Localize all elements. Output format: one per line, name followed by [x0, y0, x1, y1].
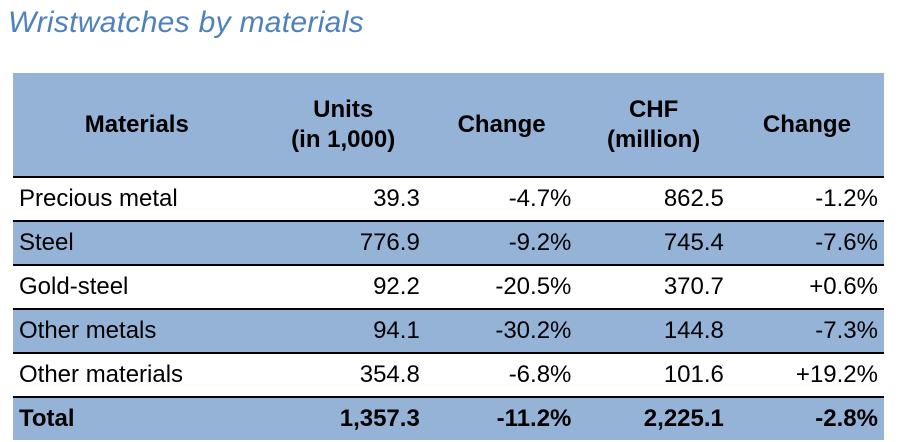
table-row-other-metals: Other metals 94.1 -30.2% 144.8 -7.3% — [13, 309, 884, 354]
cell-material: Other materials — [13, 353, 261, 398]
cell-units: 94.1 — [260, 309, 426, 354]
cell-material: Total — [13, 397, 261, 440]
cell-units: 92.2 — [260, 265, 426, 310]
header-chf-change: Change — [729, 73, 884, 178]
cell-material: Other metals — [13, 309, 261, 354]
header-row: Materials Units (in 1,000) Change CHF (m… — [13, 73, 884, 178]
header-materials: Materials — [13, 73, 261, 178]
cell-material: Precious metal — [13, 177, 261, 222]
cell-units-change: -9.2% — [425, 221, 578, 266]
cell-units-change: -20.5% — [425, 265, 578, 310]
cell-chf: 101.6 — [577, 353, 730, 398]
materials-table: Materials Units (in 1,000) Change CHF (m… — [13, 73, 884, 440]
table-row-other-materials: Other materials 354.8 -6.8% 101.6 +19.2% — [13, 353, 884, 398]
cell-units-change: -4.7% — [425, 177, 578, 222]
header-chf-line-2: (million) — [606, 125, 701, 153]
cell-units: 1,357.3 — [260, 397, 426, 440]
cell-chf-change: -7.6% — [729, 221, 884, 266]
cell-material: Gold-steel — [13, 265, 261, 310]
header-chf-line-1: CHF — [628, 95, 679, 123]
cell-units: 354.8 — [260, 353, 426, 398]
cell-chf: 862.5 — [577, 177, 730, 222]
table-row-total: Total 1,357.3 -11.2% 2,225.1 -2.8% — [13, 397, 884, 440]
header-chf: CHF (million) — [577, 73, 730, 178]
cell-chf-change: -1.2% — [729, 177, 884, 222]
header-materials-line-1: Materials — [84, 110, 189, 138]
cell-chf-change: -7.3% — [729, 309, 884, 354]
header-units: Units (in 1,000) — [260, 73, 426, 178]
cell-chf-change: +19.2% — [729, 353, 884, 398]
cell-material: Steel — [13, 221, 261, 266]
header-units-line-1: Units — [313, 95, 374, 123]
cell-chf-change: -2.8% — [729, 397, 884, 440]
cell-units: 39.3 — [260, 177, 426, 222]
header-units-line-2: (in 1,000) — [291, 125, 396, 153]
table-row-gold-steel: Gold-steel 92.2 -20.5% 370.7 +0.6% — [13, 265, 884, 310]
cell-chf-change: +0.6% — [729, 265, 884, 310]
cell-units: 776.9 — [260, 221, 426, 266]
header-chf-change-line-1: Change — [762, 110, 851, 138]
table-row-steel: Steel 776.9 -9.2% 745.4 -7.6% — [13, 221, 884, 266]
cell-chf: 370.7 — [577, 265, 730, 310]
cell-chf: 745.4 — [577, 221, 730, 266]
cell-chf: 2,225.1 — [577, 397, 730, 440]
table-title: Wristwatches by materials — [8, 6, 364, 39]
header-units-change: Change — [425, 73, 578, 178]
cell-units-change: -6.8% — [425, 353, 578, 398]
header-units-change-line-1: Change — [457, 110, 546, 138]
cell-units-change: -30.2% — [425, 309, 578, 354]
cell-chf: 144.8 — [577, 309, 730, 354]
cell-units-change: -11.2% — [425, 397, 578, 440]
table-row-precious-metal: Precious metal 39.3 -4.7% 862.5 -1.2% — [13, 177, 884, 222]
